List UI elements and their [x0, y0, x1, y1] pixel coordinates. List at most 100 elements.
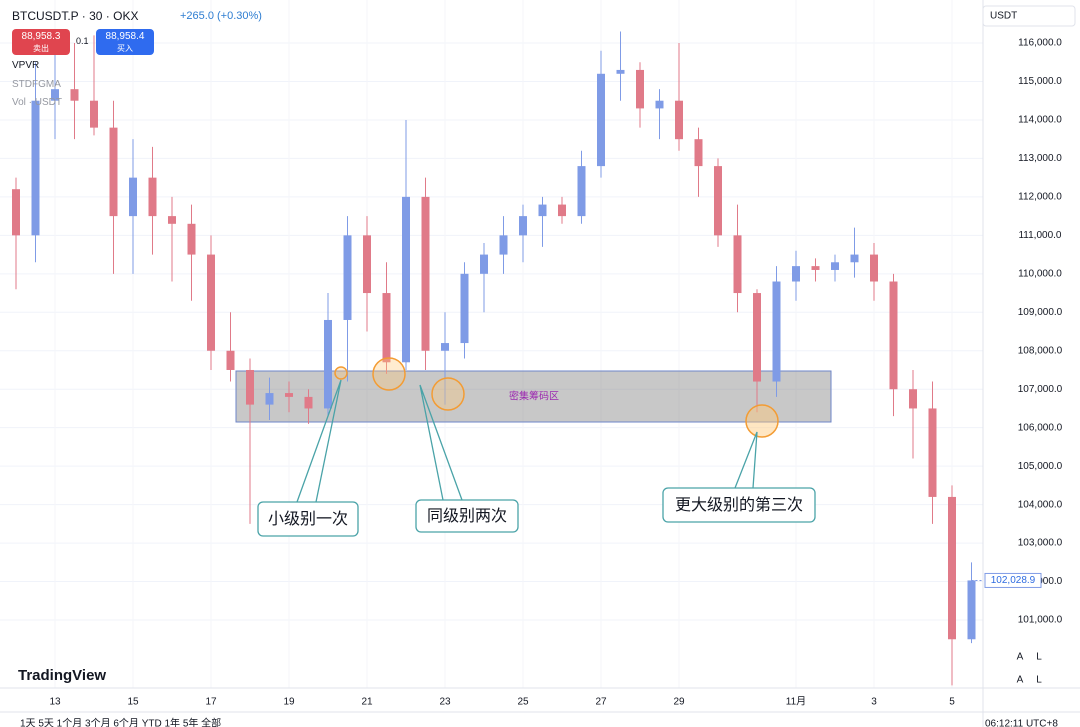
x-tick-label: 15 — [127, 697, 139, 708]
touch-circle — [372, 357, 406, 391]
x-tick-label: 3 — [871, 697, 877, 708]
scale-button[interactable]: A — [1017, 652, 1024, 663]
indicator[interactable]: Vol · USDT — [12, 97, 63, 108]
candle-body — [441, 343, 449, 351]
candle-body — [168, 216, 176, 224]
candle-body — [402, 196, 410, 363]
sell-button[interactable]: 88,958.3 卖出 — [12, 29, 70, 55]
sell-price: 88,958.3 — [21, 31, 61, 42]
buy-button[interactable]: 88,958.4 买入 — [96, 29, 154, 55]
grid — [0, 42, 983, 621]
callouts — [257, 379, 816, 537]
candle-body — [480, 254, 488, 274]
y-tick-label: 105,000.0 — [1018, 461, 1063, 472]
candle-body — [870, 254, 878, 282]
x-tick-label: 17 — [205, 697, 217, 708]
x-tick-label: 29 — [673, 697, 685, 708]
candle-body — [187, 223, 196, 255]
y-tick-label: 101,000.0 — [1018, 615, 1063, 626]
touch-circle — [745, 404, 779, 438]
candle-body — [499, 235, 508, 255]
indicator[interactable]: VPVR — [12, 60, 40, 71]
candle-body — [12, 189, 20, 236]
candle-body — [90, 100, 98, 128]
candle-body — [655, 100, 664, 109]
candle-body — [948, 496, 956, 640]
candle-body — [753, 293, 761, 382]
brand: TradingView — [18, 667, 106, 684]
x-tick-label: 25 — [517, 697, 529, 708]
currency-select[interactable] — [982, 5, 1076, 27]
change: +265.0 (+0.30%) — [180, 10, 262, 22]
candle-body — [714, 166, 722, 236]
touch-circle — [334, 366, 348, 380]
last-price-label: 102,028.9 — [991, 575, 1036, 586]
candle-body — [382, 293, 391, 363]
candle-body — [889, 281, 898, 390]
symbol: BTCUSDT.P · 30 · OKX — [12, 9, 139, 23]
candle-body — [850, 254, 859, 263]
x-tick-label: 23 — [439, 697, 451, 708]
candle-body — [265, 393, 274, 405]
range-buttons[interactable]: 1天 5天 1个月 3个月 6个月 YTD 1年 5年 全部 — [20, 717, 221, 727]
scale-button[interactable]: L — [1036, 675, 1042, 686]
candle-body — [675, 100, 683, 140]
candle-body — [616, 69, 625, 74]
candle-body — [324, 319, 332, 409]
x-tick-label: 27 — [595, 697, 607, 708]
y-tick-label: 110,000.0 — [1018, 268, 1062, 279]
callout-text: 更大级别的第三次 — [675, 496, 803, 514]
x-tick-label: 21 — [361, 697, 373, 708]
y-tick-label: 113,000.0 — [1018, 153, 1062, 164]
candle-body — [772, 281, 781, 382]
candle-body — [538, 204, 547, 217]
candle-body — [31, 100, 40, 236]
candle-body — [304, 396, 313, 409]
y-tick-label: 114,000.0 — [1018, 115, 1062, 126]
scale-button[interactable]: L — [1036, 652, 1042, 663]
candle-body — [811, 266, 820, 270]
y-tick-label: 109,000.0 — [1018, 307, 1063, 318]
y-tick-label: 111,000.0 — [1018, 230, 1061, 241]
candles — [12, 31, 976, 686]
candle-body — [109, 127, 118, 217]
candle-body — [51, 89, 59, 101]
currency: USDT — [990, 11, 1017, 22]
y-tick-label: 116,000.0 — [1018, 38, 1062, 49]
y-tick-label: 107,000.0 — [1018, 384, 1063, 395]
candle-body — [558, 204, 566, 217]
candle-body — [343, 235, 352, 320]
x-tick-label: 13 — [49, 697, 61, 708]
candle-body — [70, 89, 79, 101]
x-tick-label: 5 — [949, 697, 955, 708]
candle-body — [694, 139, 703, 167]
candle-body — [148, 177, 157, 217]
scale-button[interactable]: A — [1017, 675, 1024, 686]
candle-body — [421, 196, 430, 351]
candle-body — [577, 166, 586, 217]
buy-label: 买入 — [117, 44, 133, 53]
touch-circle — [431, 377, 465, 411]
callout-text: 小级别一次 — [268, 510, 348, 528]
y-tick-label: 104,000.0 — [1018, 499, 1063, 510]
candle-body — [928, 408, 937, 497]
candle-body — [967, 580, 976, 640]
callout-text: 同级别两次 — [427, 507, 507, 525]
last-price-tag — [984, 572, 1042, 588]
candle-body — [207, 254, 215, 351]
zone-label: 密集筹码区 — [509, 390, 559, 403]
buy-price: 88,958.4 — [105, 31, 145, 42]
candle-body — [226, 350, 235, 370]
candle-body — [636, 69, 644, 109]
candle-body — [285, 393, 293, 397]
candle-body — [460, 273, 469, 344]
candle-body — [246, 369, 254, 405]
candle-body — [909, 389, 917, 409]
candle-body — [597, 73, 605, 167]
indicator[interactable]: STDFGMA — [12, 79, 61, 90]
candle-body — [792, 266, 800, 282]
qty: 0.1 — [76, 36, 89, 46]
x-tick-label: 19 — [283, 697, 295, 708]
candle-body — [733, 235, 742, 294]
